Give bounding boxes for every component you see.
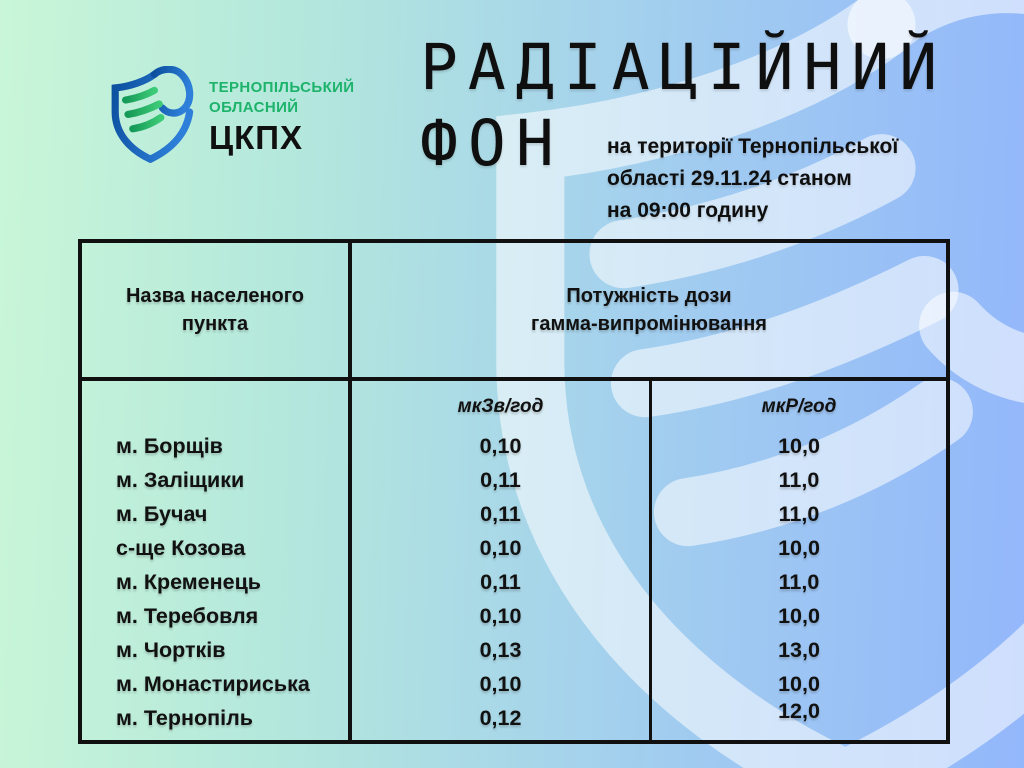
header-dose-line2: гамма-випромінювання [531, 313, 767, 335]
usv-value: 0,10 [479, 535, 522, 560]
org-name-line2: ОБЛАСНИЙ [209, 99, 299, 116]
city-name: м. Теребовля [116, 603, 259, 628]
ur-value: 10,0 [778, 671, 820, 696]
usv-value: 0,10 [479, 603, 522, 628]
table-header-row: Назва населеного пункта Потужність дози … [82, 243, 946, 381]
unit-label-usv: мкЗв/год [457, 396, 544, 417]
unit-spacer [116, 385, 348, 429]
city-name: м. Монастириська [116, 671, 310, 696]
watermark-shield-logo [496, 0, 1024, 768]
city-name: м. Борщів [116, 433, 223, 458]
ur-list: 10,0 11,0 11,0 10,0 11,0 10,0 13,0 10,0 12,0 [652, 429, 946, 735]
table-body: м. Борщів м. Заліщики м. Бучач с-ще Козова м… [82, 381, 946, 740]
org-logo: ТЕРНОПІЛЬСЬКИЙ ОБЛАСНИЙ ЦКПХ [104, 66, 355, 166]
ur-value: 10,0 [778, 433, 820, 458]
usv-value: 0,11 [480, 467, 521, 492]
org-name-block: ТЕРНОПІЛЬСЬКИЙ ОБЛАСНИЙ ЦКПХ [209, 66, 355, 166]
ur-value: 10,0 [778, 603, 820, 628]
ur-column: мкР/год 10,0 11,0 11,0 10,0 11,0 10,0 13,0 10,0… [652, 381, 946, 740]
ur-value: 11,0 [778, 501, 820, 526]
city-name: с-ще Козова [116, 535, 246, 560]
city-name: м. Кременець [116, 569, 262, 594]
city-name: м. Тернопіль [116, 705, 253, 730]
subtitle-line1: на території Тернопільської [607, 135, 899, 158]
usv-value: 0,11 [480, 501, 521, 526]
subtitle-line3: на 09:00 годину [607, 199, 769, 222]
city-name: м. Чортків [116, 637, 226, 662]
org-abbreviation: ЦКПХ [209, 119, 303, 156]
unit-label-ur: мкР/год [761, 396, 837, 417]
names-list: м. Борщів м. Заліщики м. Бучач с-ще Козова м… [116, 429, 348, 735]
header-settlement-line2: пункта [181, 313, 249, 335]
city-name: м. Заліщики [116, 467, 245, 492]
usv-value: 0,11 [480, 569, 521, 594]
shield-heart-icon [111, 66, 194, 164]
usv-value: 0,10 [479, 433, 522, 458]
page-title-line2: ФОН [420, 107, 564, 180]
subtitle-line2: області 29.11.24 станом [607, 167, 852, 190]
settlement-column: м. Борщів м. Заліщики м. Бучач с-ще Козова м… [82, 381, 352, 740]
usv-value: 0,10 [479, 671, 522, 696]
usv-value: 0,12 [479, 705, 522, 730]
header-settlement-line1: Назва населеного [125, 285, 305, 307]
radiation-table: Назва населеного пункта Потужність дози … [78, 239, 950, 744]
ur-value: 13,0 [778, 637, 820, 662]
header-cell-dose: Потужність дози гамма-випромінювання [352, 243, 946, 377]
usv-value: 0,13 [479, 637, 522, 662]
ur-value: 11,0 [778, 467, 820, 492]
page-title-line1: РАДІАЦІЙНИЙ [420, 31, 948, 104]
city-name: м. Бучач [116, 501, 208, 526]
header-dose-line1: Потужність дози [566, 285, 732, 307]
ur-value: 11,0 [778, 569, 820, 594]
usv-list: 0,10 0,11 0,11 0,10 0,11 0,10 0,13 0,10 0,12 [352, 429, 649, 735]
header-cell-settlement: Назва населеного пункта [82, 243, 352, 377]
usv-column: мкЗв/год 0,10 0,11 0,11 0,10 0,11 0,10 0,13 0,1… [352, 381, 652, 740]
ur-value: 10,0 [778, 535, 820, 560]
ur-value: 12,0 [778, 698, 820, 723]
org-name-line1: ТЕРНОПІЛЬСЬКИЙ [209, 79, 355, 96]
page-title: РАДІАЦІЙНИЙ ФОН [420, 30, 947, 182]
page-subtitle: на території Тернопільської області 29.1… [607, 131, 898, 227]
